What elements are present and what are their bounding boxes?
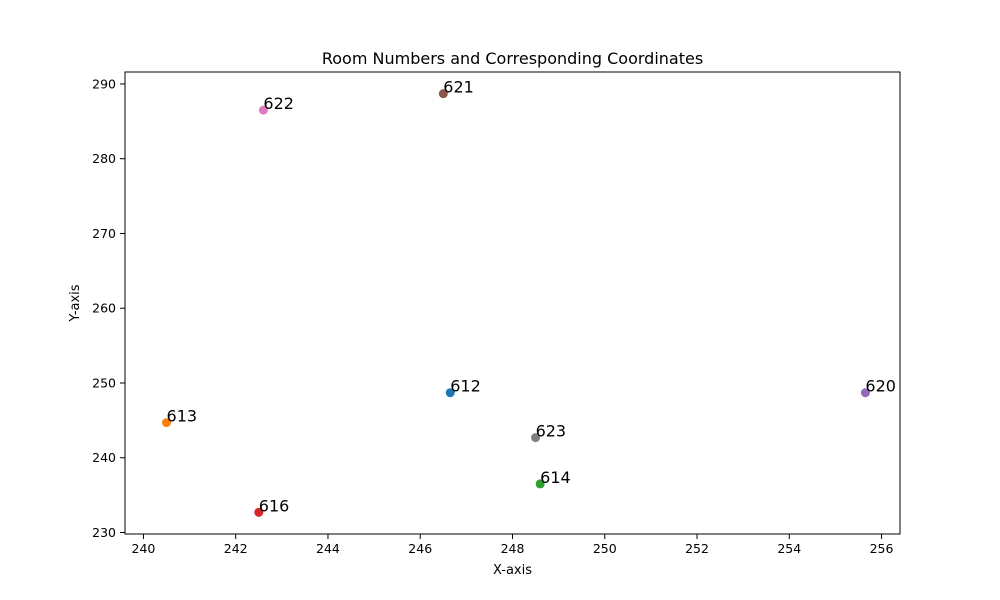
data-point-620 <box>860 388 870 398</box>
y-tick-label: 250 <box>92 375 116 390</box>
data-point-616 <box>254 507 264 517</box>
x-tick-label: 250 <box>593 541 617 556</box>
x-tick-label: 244 <box>316 541 340 556</box>
data-point-623 <box>531 433 541 443</box>
data-label-623: 623 <box>536 422 567 441</box>
data-label-614: 614 <box>540 468 571 487</box>
data-point-613 <box>162 418 172 428</box>
x-axis-label: X-axis <box>493 563 532 578</box>
x-tick-label: 246 <box>408 541 432 556</box>
x-tick-label: 254 <box>777 541 801 556</box>
data-point-612 <box>445 388 455 398</box>
data-label-620: 620 <box>865 377 896 396</box>
plot-frame <box>124 71 901 535</box>
x-tick-label: 256 <box>870 541 894 556</box>
y-tick-label: 290 <box>92 76 116 91</box>
y-axis-label: Y-axis <box>68 284 83 322</box>
x-tick-label: 252 <box>685 541 709 556</box>
y-tick-label: 260 <box>92 301 116 316</box>
data-label-612: 612 <box>450 377 481 396</box>
x-tick-label: 240 <box>132 541 156 556</box>
data-point-614 <box>535 479 545 489</box>
y-tick-label: 240 <box>92 450 116 465</box>
y-tick-label: 280 <box>92 151 116 166</box>
y-tick-label: 230 <box>92 525 116 540</box>
x-axis-ticks: 240 242 244 246 248 250 252 254 256 <box>132 534 894 556</box>
x-tick-label: 242 <box>224 541 248 556</box>
y-axis-ticks: 230 240 250 260 270 280 290 <box>92 76 125 540</box>
data-label-616: 616 <box>259 496 290 515</box>
data-label-621: 621 <box>443 78 474 97</box>
data-label-613: 613 <box>167 407 198 426</box>
data-point-621 <box>438 89 448 99</box>
data-points <box>162 89 870 517</box>
y-tick-label: 270 <box>92 226 116 241</box>
data-labels: 612 613 614 616 620 621 622 623 <box>167 78 896 516</box>
data-label-622: 622 <box>263 94 294 113</box>
chart-title: Room Numbers and Corresponding Coordinat… <box>322 49 703 68</box>
x-tick-label: 248 <box>501 541 525 556</box>
data-point-622 <box>258 105 268 115</box>
